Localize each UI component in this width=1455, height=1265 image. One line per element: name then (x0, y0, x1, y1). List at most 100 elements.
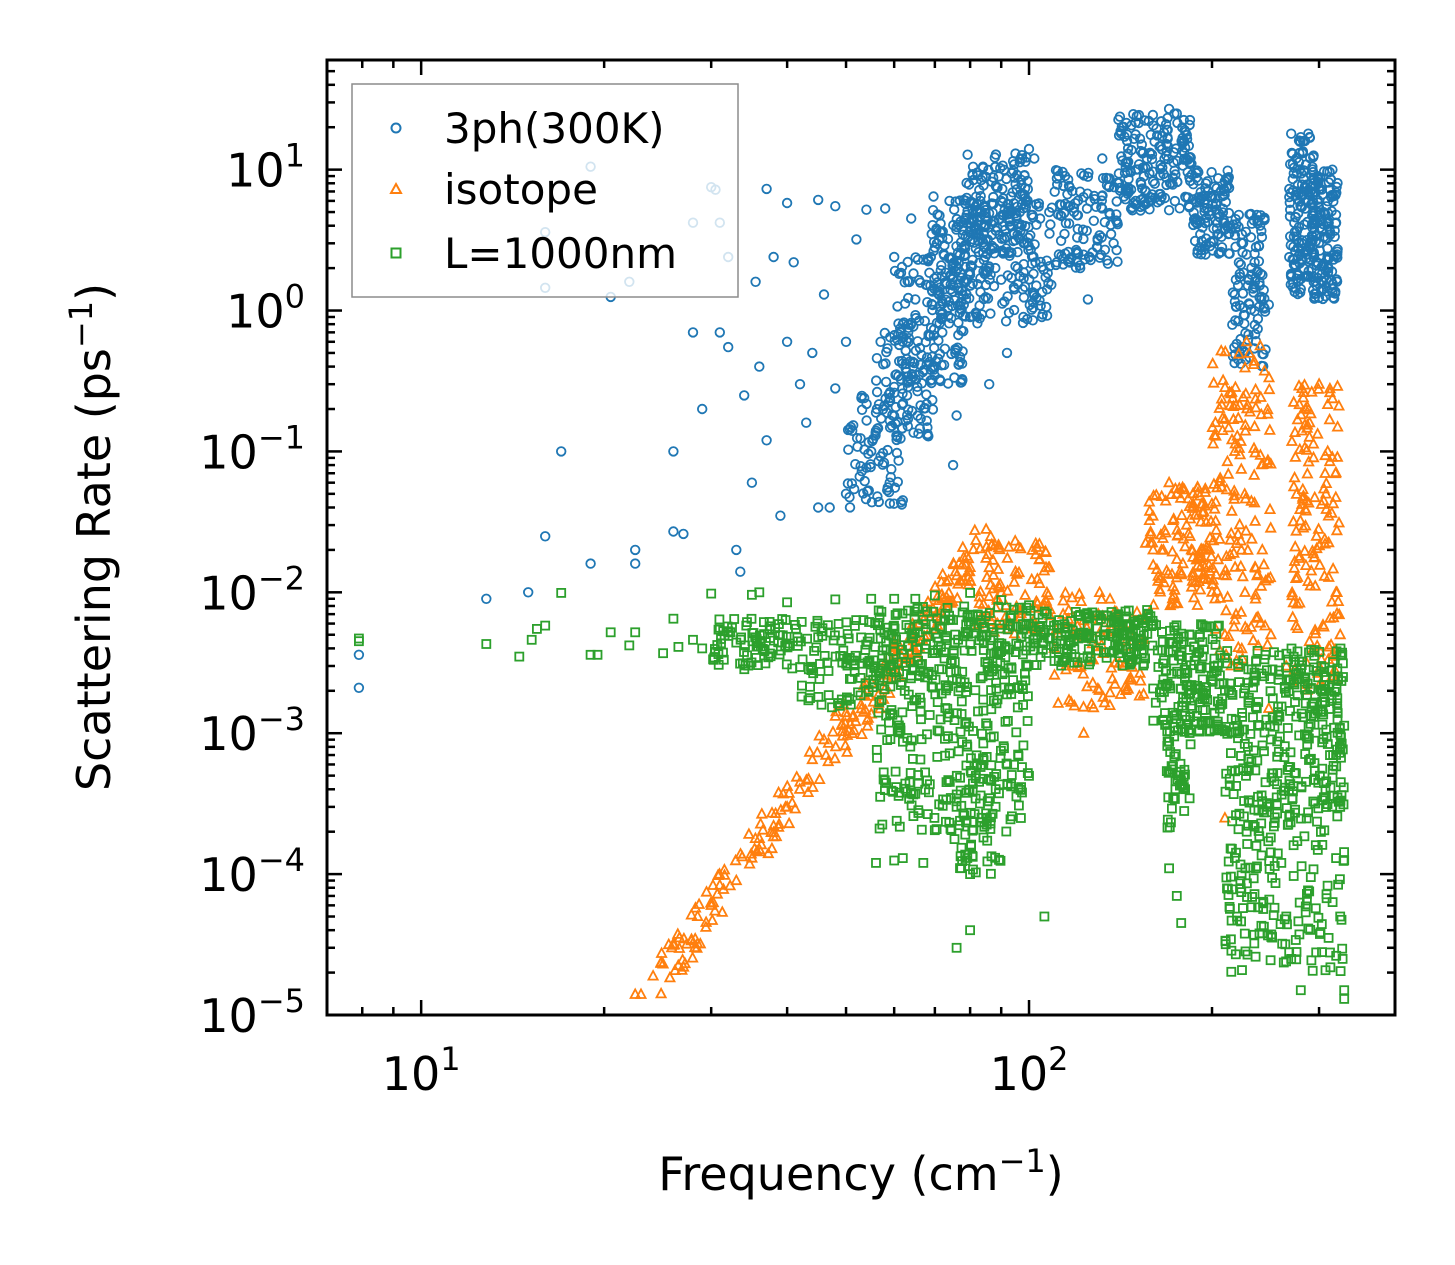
data-point-square (915, 697, 926, 708)
data-point-circle (889, 251, 900, 263)
data-point-triangle (844, 717, 857, 729)
data-point-triangle (1190, 552, 1203, 565)
data-point-circle (876, 413, 887, 424)
data-point-square (1059, 655, 1070, 665)
data-point-triangle (1288, 561, 1301, 573)
data-point-triangle (1219, 603, 1233, 616)
data-point-square (742, 650, 752, 661)
data-point-circle (908, 361, 919, 373)
data-point-square (723, 627, 734, 638)
data-point-circle (891, 434, 902, 446)
data-point-circle (781, 336, 793, 348)
data-point-square (1296, 861, 1307, 872)
data-point-square (731, 637, 742, 648)
data-point-triangle (1171, 529, 1184, 541)
data-point-triangle (1262, 370, 1276, 383)
data-point-circle (1206, 166, 1217, 178)
data-point-square (834, 700, 845, 711)
series-0 (353, 103, 1343, 694)
data-point-triangle (1323, 611, 1337, 623)
data-point-square (1317, 840, 1328, 850)
data-point-circle (945, 284, 956, 295)
data-point-square (1316, 919, 1327, 929)
data-point-circle (1257, 269, 1268, 281)
data-point-triangle (957, 550, 970, 562)
data-point-circle (761, 435, 772, 446)
data-point-square (1210, 639, 1221, 650)
data-point-square (1283, 654, 1294, 665)
data-point-triangle (1286, 610, 1299, 622)
data-point-circle (936, 260, 947, 271)
data-point-triangle (1248, 495, 1261, 508)
data-point-circle (856, 404, 868, 416)
data-point-triangle (1031, 596, 1044, 608)
data-point-circle (999, 296, 1010, 307)
data-point-circle (973, 236, 984, 247)
data-point-circle (954, 351, 966, 363)
data-point-circle (977, 161, 989, 172)
data-point-square (1251, 863, 1261, 874)
data-point-circle (901, 371, 913, 382)
data-point-triangle (1249, 400, 1262, 413)
data-point-circle (945, 269, 956, 281)
data-point-circle (630, 544, 641, 556)
data-point-triangle (716, 905, 729, 917)
data-point-triangle (1193, 489, 1207, 501)
data-point-triangle (708, 904, 722, 916)
data-point-circle (1186, 158, 1197, 170)
data-point-square (1158, 714, 1169, 725)
data-point-square (1336, 790, 1347, 800)
data-point-circle (986, 229, 998, 241)
data-point-square (1008, 675, 1018, 685)
data-point-circle (977, 171, 988, 183)
data-point-square (836, 694, 847, 705)
data-point-circle (927, 394, 938, 406)
data-point-square (1173, 702, 1184, 712)
data-point-circle (861, 204, 872, 215)
data-point-square (1121, 619, 1132, 629)
data-point-circle (968, 216, 979, 228)
data-point-circle (1063, 218, 1075, 229)
data-point-triangle (956, 540, 969, 552)
data-point-triangle (1264, 521, 1277, 533)
data-point-triangle (753, 831, 766, 843)
data-point-square (1258, 896, 1269, 907)
data-point-circle (1006, 168, 1018, 179)
legend-box (351, 83, 739, 298)
data-point-triangle (1064, 695, 1078, 707)
data-point-triangle (1300, 421, 1314, 433)
data-point-circle (859, 444, 870, 455)
data-point-circle (1308, 214, 1320, 225)
data-point-triangle (671, 927, 684, 939)
data-point-triangle (634, 987, 648, 999)
data-point-circle (1316, 261, 1328, 272)
data-point-square (1332, 708, 1343, 718)
data-point-circle (872, 423, 884, 434)
data-point-triangle (1166, 579, 1180, 592)
data-point-circle (1314, 207, 1325, 218)
data-point-square (957, 607, 968, 618)
data-point-square (526, 634, 537, 645)
data-point-square (1223, 883, 1233, 894)
data-point-triangle (1241, 398, 1254, 410)
data-point-square (868, 674, 879, 685)
data-point-triangle (1326, 450, 1339, 462)
data-point-circle (1071, 232, 1083, 243)
data-point-circle (1004, 247, 1015, 259)
data-point-square (713, 659, 724, 670)
data-point-square (1056, 631, 1067, 641)
data-point-circle (1000, 316, 1012, 327)
data-point-square (1272, 715, 1283, 726)
x-tick-label: 102 (990, 1040, 1069, 1101)
data-point-circle (887, 409, 898, 421)
data-point-square (791, 623, 801, 634)
data-point-triangle (1239, 491, 1252, 504)
data-point-square (1162, 741, 1173, 751)
data-point-square (935, 621, 945, 632)
data-point-circle (1055, 199, 1067, 211)
data-point-circle (959, 243, 971, 254)
data-point-square (1018, 619, 1028, 629)
data-point-triangle (711, 887, 724, 899)
data-point-square (1014, 602, 1025, 613)
data-point-square (1312, 816, 1322, 827)
